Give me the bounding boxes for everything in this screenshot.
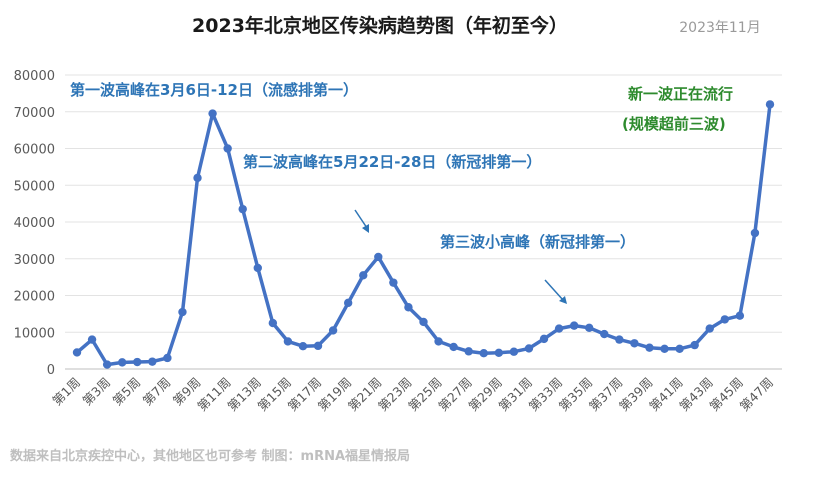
data-point: [328, 326, 338, 335]
data-point: [585, 323, 594, 333]
data-point: [208, 109, 217, 118]
data-point: [87, 335, 97, 344]
annotation-wave-1: 第一波高峰在3月6日-12日（流感排第一）: [70, 81, 358, 99]
data-point: [645, 343, 654, 352]
data-point: [660, 344, 669, 353]
data-point: [735, 311, 745, 320]
data-point: [253, 263, 262, 273]
y-axis-ticks: 0 10000 20000 30000 40000 50000 60000 70000 8000…: [14, 69, 55, 378]
y-tick-label: 40000: [14, 216, 55, 231]
data-point: [750, 228, 760, 238]
data-point: [630, 339, 639, 348]
data-point: [117, 358, 127, 367]
date-label: 2023年11月: [679, 20, 760, 36]
data-point: [72, 348, 82, 357]
data-point: [359, 271, 368, 280]
data-point: [494, 348, 504, 358]
data-point: [539, 334, 549, 344]
data-point: [720, 315, 730, 324]
data-point: [554, 324, 564, 333]
data-point: [238, 204, 247, 214]
annotation-wave-2: 第二波高峰在5月22日-28日（新冠排第一）: [243, 153, 541, 171]
x-tick-label: 第3周: [79, 375, 113, 409]
y-tick-label: 80000: [14, 69, 55, 84]
data-point: [148, 357, 157, 366]
data-point: [765, 100, 775, 109]
data-point: [464, 347, 473, 356]
data-point: [569, 321, 579, 330]
x-tick-label: 第7周: [140, 375, 174, 409]
data-point: [313, 341, 323, 351]
data-point: [102, 360, 112, 369]
data-point: [133, 357, 142, 367]
y-tick-label: 70000: [14, 106, 55, 121]
data-point: [690, 340, 699, 350]
data-point: [283, 337, 293, 346]
data-point: [404, 303, 413, 312]
arrow-wave-3: [544, 279, 567, 304]
y-tick-label: 0: [47, 363, 55, 378]
x-axis-ticks: 第1周第3周第5周第7周第9周第11周第13周第15周第17周第19周第21周第…: [49, 375, 776, 415]
data-point: [163, 353, 172, 363]
arrow-wave-2: [354, 209, 369, 233]
y-tick-label: 60000: [14, 143, 55, 158]
data-point: [193, 173, 202, 183]
y-tick-label: 50000: [14, 179, 55, 194]
data-point: [509, 347, 519, 356]
annotation-new-wave: 新一波正在流行: [628, 85, 733, 103]
data-point: [434, 337, 443, 346]
data-point: [343, 298, 353, 308]
y-tick-label: 30000: [14, 253, 55, 268]
source-note: 数据来自北京疾控中心，其他地区也可参考 制图：mRNA福星情报局: [10, 448, 410, 464]
series-layer: [72, 100, 775, 369]
y-tick-label: 20000: [14, 290, 55, 305]
data-point: [178, 307, 187, 317]
data-point: [449, 342, 458, 352]
data-point: [600, 329, 609, 339]
data-point: [389, 278, 398, 287]
data-point: [675, 344, 684, 353]
data-point: [479, 348, 488, 358]
data-point: [374, 252, 383, 262]
x-tick-label: 第5周: [109, 375, 143, 409]
annotation-new-wave-scale: (规模超前三波): [622, 115, 726, 133]
y-tick-label: 10000: [14, 326, 55, 341]
annotation-wave-3: 第三波小高峰（新冠排第一）: [440, 233, 635, 251]
x-tick-label: 第47周: [737, 375, 777, 415]
data-point: [298, 342, 308, 351]
data-point: [615, 335, 624, 344]
data-point: [268, 318, 278, 328]
chart-title: 2023年北京地区传染病趋势图（年初至今）: [192, 14, 568, 37]
data-point: [705, 324, 714, 333]
data-point: [419, 317, 428, 327]
data-point: [223, 144, 232, 153]
x-tick-label: 第1周: [49, 375, 83, 409]
data-point: [524, 344, 534, 353]
